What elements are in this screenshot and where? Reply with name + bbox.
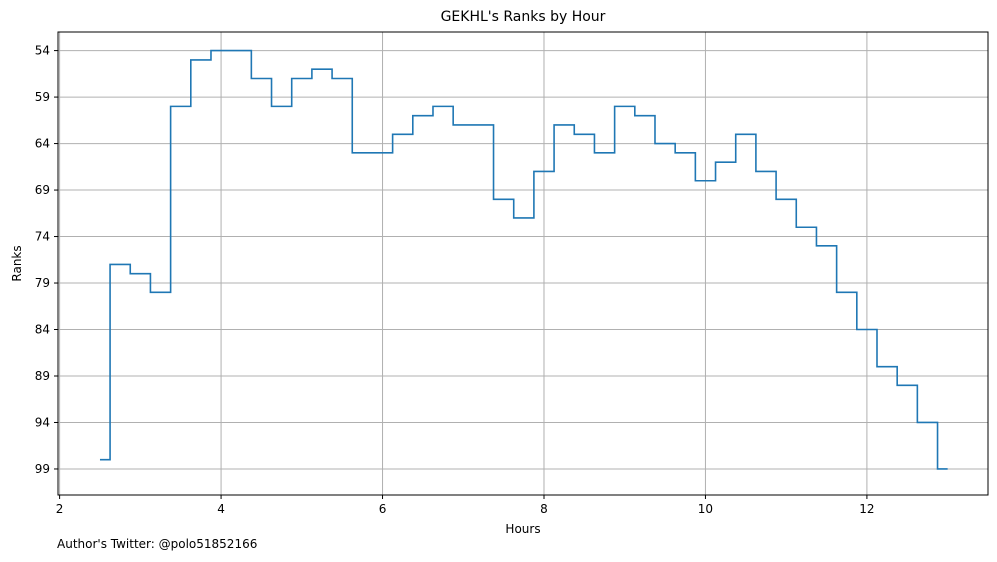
y-tick-label: 69 <box>35 183 50 197</box>
y-tick-label: 59 <box>35 90 50 104</box>
y-tick-label: 94 <box>35 415 50 429</box>
chart-title: GEKHL's Ranks by Hour <box>441 9 606 25</box>
y-tick-label: 84 <box>35 323 50 337</box>
y-tick-label: 79 <box>35 276 50 290</box>
x-tick-label: 4 <box>217 502 225 516</box>
y-tick-label: 89 <box>35 369 50 383</box>
plot-frame <box>57 31 989 496</box>
rank-step-line <box>99 49 948 470</box>
y-tick-label: 54 <box>35 44 50 58</box>
x-tick-label: 8 <box>540 502 548 516</box>
y-axis-label: Ranks <box>10 245 24 281</box>
x-tick-label: 6 <box>379 502 387 516</box>
axis-ticks: 2 4 6 8 10 12 54 59 64 69 74 79 84 89 94 99 <box>35 44 875 516</box>
x-tick-label: 10 <box>698 502 713 516</box>
x-tick-label: 2 <box>56 502 64 516</box>
series-layer <box>99 49 948 470</box>
y-tick-label: 74 <box>35 230 50 244</box>
grid-lines <box>58 32 988 495</box>
x-tick-label: 12 <box>859 502 874 516</box>
y-tick-label: 99 <box>35 462 50 476</box>
author-twitter-note: Author's Twitter: @polo51852166 <box>57 537 258 551</box>
x-axis-label: Hours <box>505 522 540 536</box>
y-tick-label: 64 <box>35 137 50 151</box>
